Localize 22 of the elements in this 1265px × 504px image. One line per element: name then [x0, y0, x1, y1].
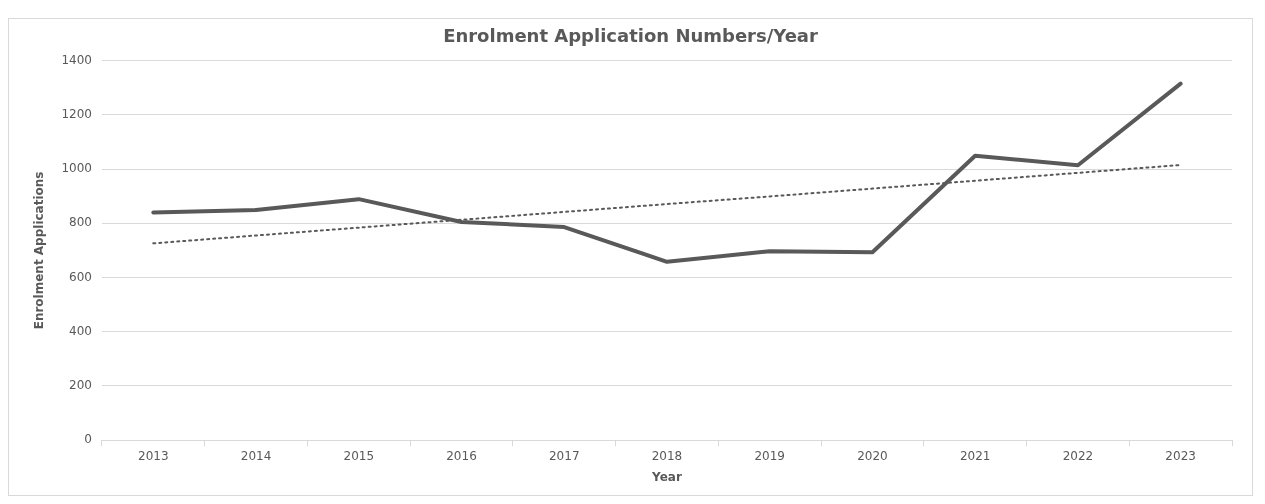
x-tick-label: 2017 — [548, 448, 580, 463]
y-tick-label: 1000 — [61, 161, 92, 176]
x-tick-label: 2020 — [857, 448, 888, 463]
x-axis-title: Year — [651, 469, 682, 484]
y-tick-label: 800 — [69, 215, 92, 230]
y-tick-label: 400 — [69, 323, 92, 338]
x-tick-label: 2015 — [343, 448, 375, 463]
x-tick-label: 2014 — [240, 448, 272, 463]
y-tick-label: 1400 — [61, 52, 92, 67]
y-tick-label: 1200 — [61, 106, 92, 121]
x-tick-label: 2016 — [446, 448, 477, 463]
y-tick-label: 600 — [69, 269, 92, 284]
x-tick-label: 2018 — [651, 448, 683, 463]
chart-title: Enrolment Application Numbers/Year — [443, 25, 818, 47]
x-tick-label: 2021 — [959, 448, 991, 463]
y-tick-label: 200 — [69, 378, 92, 393]
x-tick-label: 2013 — [138, 448, 169, 463]
y-tick-label: 0 — [84, 432, 92, 447]
x-tick-label: 2022 — [1062, 448, 1094, 463]
x-tick-label: 2023 — [1165, 448, 1196, 463]
y-axis-title: Enrolment Applications — [32, 171, 47, 330]
x-tick-label: 2019 — [754, 448, 785, 463]
